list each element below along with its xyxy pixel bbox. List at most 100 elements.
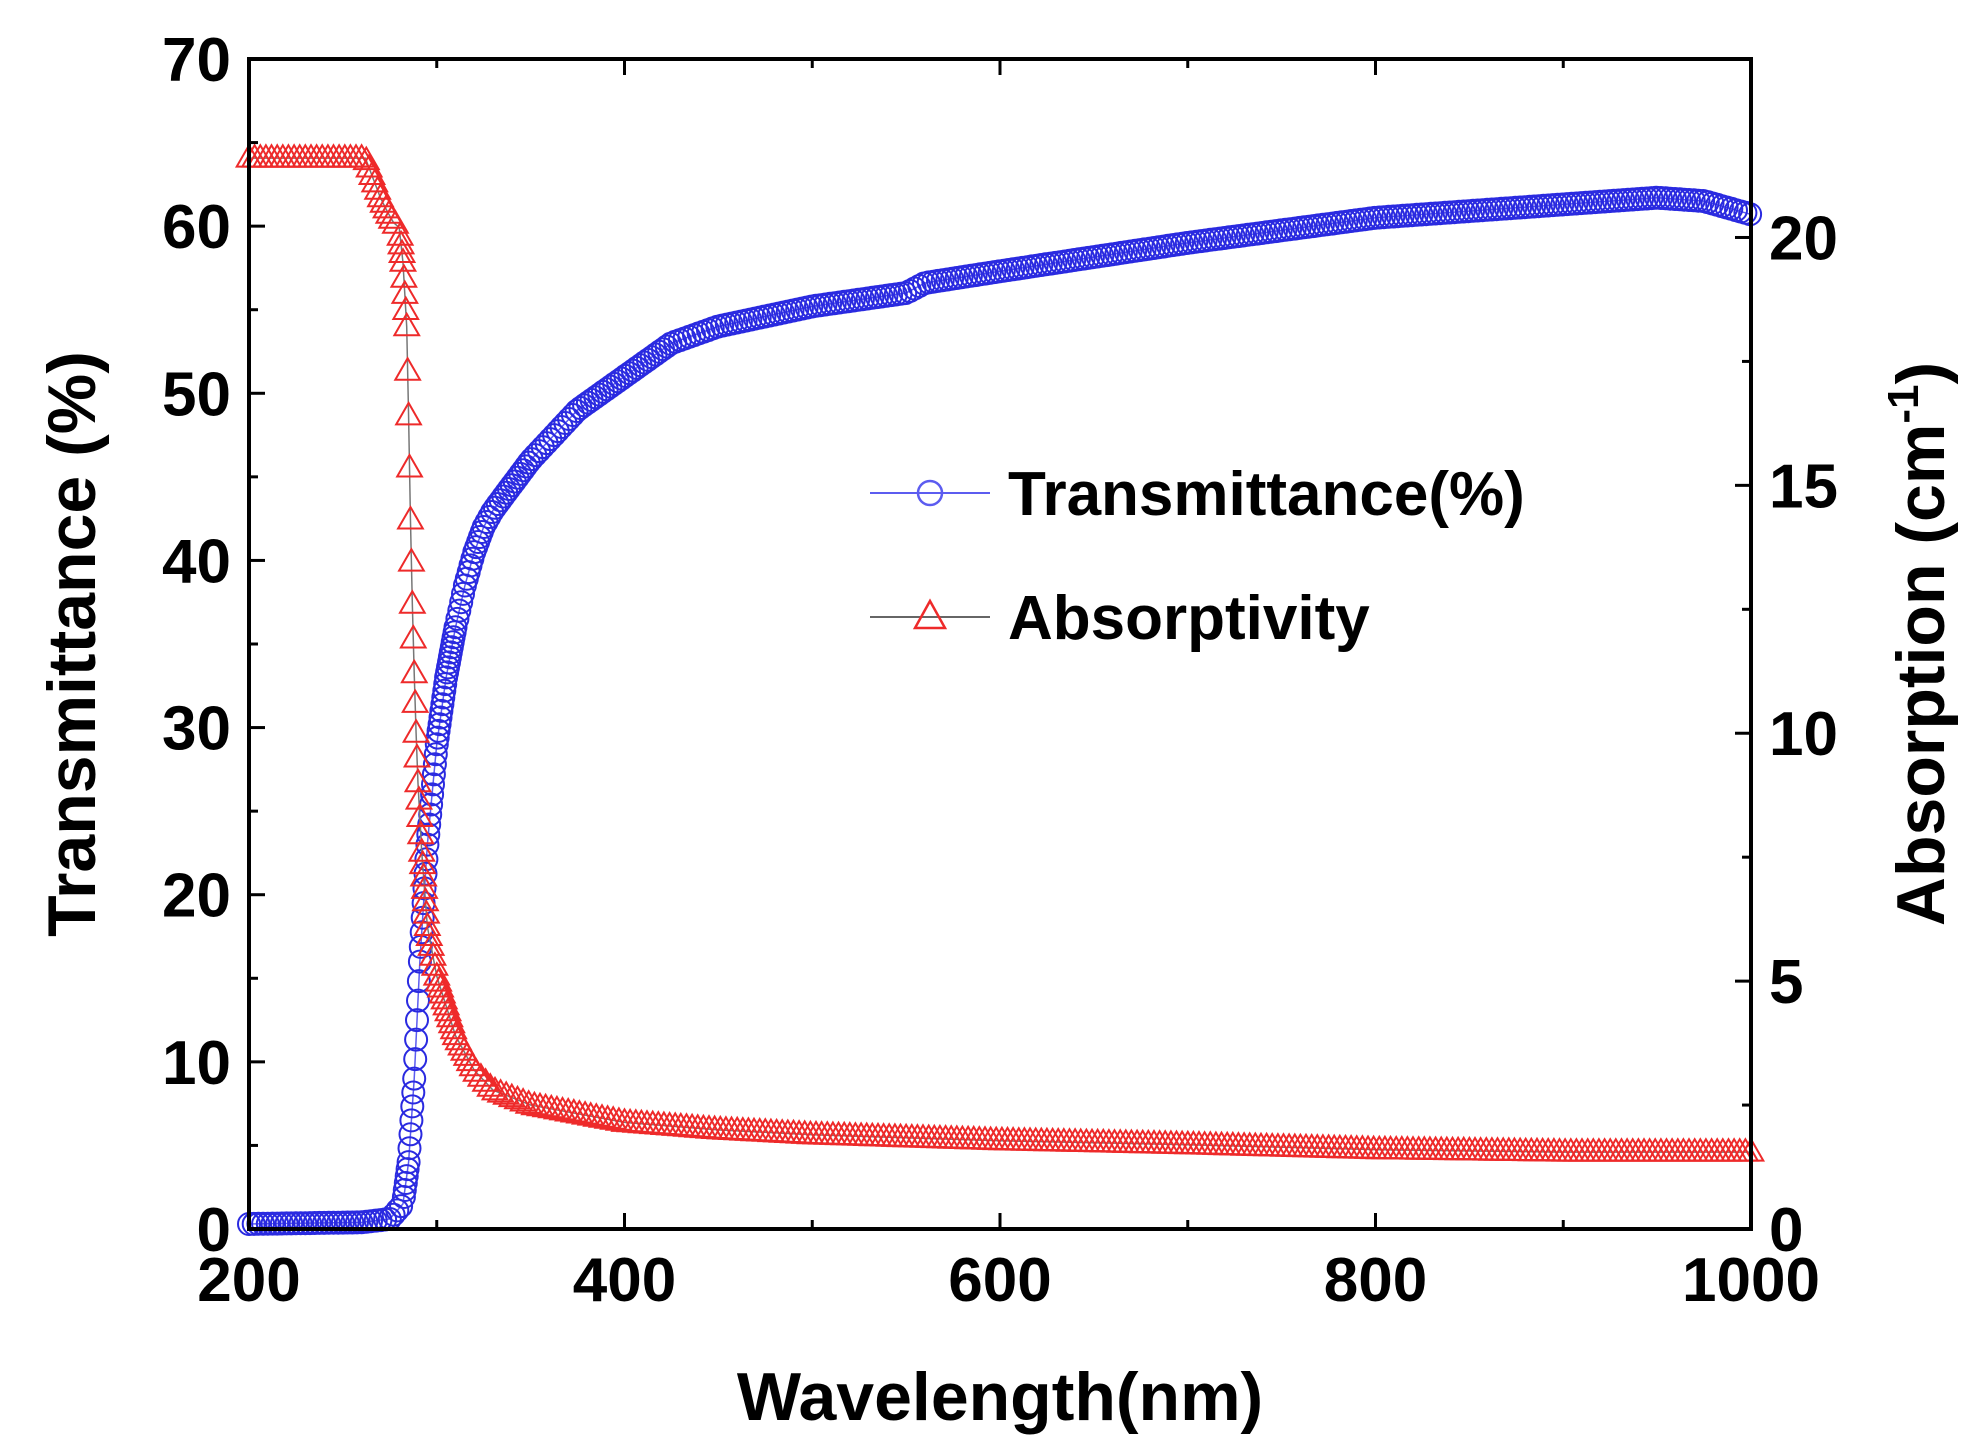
y-right-tick-label: 0 — [1769, 1196, 1803, 1265]
y-right-tick-label: 20 — [1769, 204, 1838, 273]
absorptivity-point — [476, 1072, 505, 1097]
transmittance-point — [406, 988, 430, 1013]
transmittance-point — [389, 1194, 414, 1219]
transmittance-point — [401, 1080, 426, 1105]
absorptivity-point — [418, 941, 448, 966]
absorptivity-point — [405, 802, 434, 827]
transmittance-point — [430, 692, 455, 717]
absorptivity-point — [397, 547, 426, 572]
absorptivity-point — [404, 785, 434, 810]
legend-item-transmittance: Transmittance(%) — [870, 460, 1525, 529]
legend-marker-triangle-icon — [912, 598, 948, 630]
absorptivity-point — [407, 837, 436, 862]
y-left-tick-label: 60 — [162, 193, 231, 262]
absorptivity-point — [409, 861, 438, 887]
absorptivity-point — [410, 874, 439, 899]
absorptivity-point — [480, 1075, 510, 1101]
y-left-tick-label: 40 — [162, 527, 231, 596]
absorptivity-point — [492, 1080, 521, 1105]
legend-label-transmittance: Transmittance(%) — [1008, 460, 1525, 529]
x-axis-title: Wavelength(nm) — [737, 1359, 1263, 1435]
transmittance-point — [431, 685, 456, 710]
absorptivity-point — [396, 505, 425, 530]
absorptivity-point — [486, 1078, 515, 1103]
y-right-tick-label: 15 — [1769, 452, 1838, 521]
transmittance-point — [428, 705, 453, 730]
absorptivity-point — [424, 967, 453, 992]
y-right-tick-label: 10 — [1769, 700, 1838, 769]
absorptivity-point — [408, 849, 437, 875]
absorptivity-point — [406, 819, 435, 845]
transmittance-point — [424, 732, 449, 757]
legend-label-absorptivity: Absorptivity — [1008, 584, 1370, 653]
transmittance-point — [385, 1198, 410, 1223]
absorptivity-point — [426, 973, 455, 998]
absorptivity-point — [394, 400, 423, 426]
right-y-axis-title: Absorption (cm-1) — [1879, 362, 1959, 926]
absorptivity-point — [422, 961, 451, 986]
left-y-axis: 0 10 20 30 40 50 60 70 — [162, 26, 265, 1265]
absorptivity-point — [390, 279, 419, 304]
transmittance-point — [398, 1122, 423, 1147]
absorptivity-point — [497, 1082, 526, 1108]
transmittance-point — [406, 969, 431, 994]
series-absorptivity — [234, 143, 1766, 1162]
x-tick-label: 800 — [1324, 1246, 1427, 1315]
absorptivity-point — [462, 1057, 491, 1082]
absorptivity-point — [503, 1084, 532, 1110]
absorptivity-point — [399, 623, 428, 649]
absorptivity-point — [432, 990, 461, 1016]
right-y-axis-title-close: ) — [1883, 362, 1959, 385]
transmittance-point — [394, 1164, 419, 1189]
absorptivity-point — [401, 688, 430, 713]
transmittance-point — [402, 1066, 427, 1091]
transmittance-point — [447, 598, 472, 623]
absorptivity-point — [401, 718, 431, 743]
absorptivity-point — [352, 145, 381, 171]
transmittance-point — [409, 920, 434, 945]
absorptivity-point — [415, 921, 444, 946]
transmittance-point — [423, 742, 448, 767]
absorptivity-point — [360, 167, 389, 193]
absorptivity-point — [412, 899, 441, 924]
transmittance-point — [381, 1202, 406, 1227]
transmittance-point — [421, 762, 446, 787]
transmittance-point — [403, 1047, 428, 1072]
legend: Transmittance(%) Absorptivity — [870, 460, 1525, 653]
y-left-tick-label: 70 — [162, 26, 231, 95]
y-left-tick-label: 50 — [162, 360, 231, 429]
x-tick-label: 400 — [573, 1246, 676, 1315]
absorptivity-point — [471, 1067, 500, 1092]
transmittance-point — [443, 615, 468, 640]
legend-marker-circle-icon — [916, 479, 944, 507]
right-y-axis-title-superscript: -1 — [1879, 385, 1928, 424]
transmittance-point — [426, 718, 451, 743]
transmittance-point — [451, 581, 475, 606]
transmittance-point — [396, 1150, 421, 1175]
transmittance-point — [445, 606, 470, 631]
x-tick-label: 1000 — [1682, 1246, 1820, 1315]
absorptivity-point — [466, 1062, 495, 1087]
absorptivity-point — [392, 311, 421, 337]
x-tick-label: 200 — [197, 1246, 300, 1315]
absorptivity-point — [403, 767, 433, 793]
transmittance-point — [422, 752, 447, 777]
transmittance-point — [400, 1094, 425, 1119]
transmittance-point — [427, 712, 452, 737]
absorptivity-point — [398, 589, 427, 614]
transmittance-point — [421, 772, 445, 797]
x-axis: 200 400 600 800 1000 — [197, 59, 1820, 1315]
absorptivity-point — [437, 1008, 466, 1034]
y-left-tick-label: 10 — [162, 1029, 231, 1098]
absorptivity-point — [430, 984, 459, 1010]
transmittance-point — [405, 1008, 429, 1033]
absorptivity-point — [435, 1002, 464, 1028]
legend-item-absorptivity: Absorptivity — [870, 584, 1370, 653]
x-tick-label: 600 — [948, 1246, 1051, 1315]
transmittance-point — [404, 1027, 429, 1052]
absorptivity-point — [387, 238, 417, 263]
absorptivity-point — [413, 911, 442, 936]
transmittance-point — [432, 678, 457, 703]
